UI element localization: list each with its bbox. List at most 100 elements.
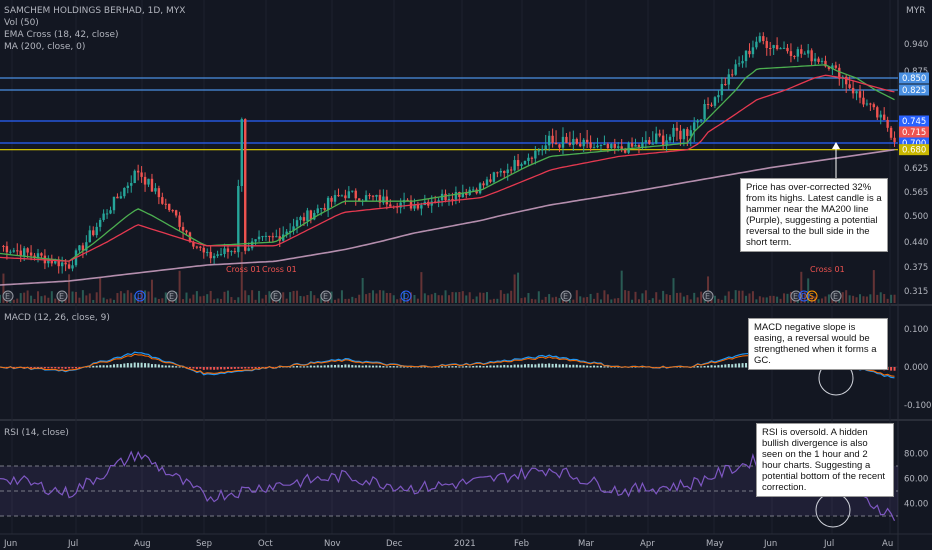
volume-bar [106,299,109,303]
candle-body [762,36,765,42]
candle-body [174,210,178,216]
macd-histogram-bar [441,366,444,368]
macd-histogram-bar [572,364,575,368]
macd-histogram-bar [292,366,295,368]
volume-bar [202,295,205,303]
candle-body [237,186,240,253]
macd-histogram-bar [43,367,46,369]
macd-histogram-bar [458,366,461,368]
macd-histogram-bar [551,363,554,368]
macd-histogram-bar [358,365,361,368]
volume-bar [365,294,368,303]
price-tick: 0.315 [904,287,928,297]
macd-histogram-bar [106,365,109,368]
indicator-vol[interactable]: Vol (50) [4,18,39,28]
volume-bar [347,298,350,303]
price-tag-bg [899,126,929,138]
volume-bar [527,293,530,303]
macd-histogram-bar [510,365,513,368]
volume-bar [603,290,606,303]
candle-body [420,205,423,209]
volume-bar [23,292,26,303]
volume-bar [209,290,212,303]
candle-body [371,195,375,197]
candle-body [886,119,889,128]
time-tick: Jun [763,539,777,549]
macd-histogram-bar [454,366,457,368]
candle-body [651,143,654,145]
volume-bar [444,290,447,303]
candle-body [378,194,382,203]
macd-histogram-bar [23,367,26,368]
macd-histogram-bar [375,365,378,368]
volume-bar [437,295,440,303]
candle-body [40,253,43,256]
candle-body [520,164,523,167]
volume-bar [613,298,616,303]
volume-bar [334,299,337,303]
candle-body [364,195,368,201]
candle-body [554,142,558,145]
macd-histogram-bar [330,364,333,368]
volume-bar [544,296,547,303]
annotation-arrowhead [832,142,840,149]
volume-bar [33,298,36,303]
volume-bar [420,272,423,303]
candle-body [793,55,796,57]
candle-body [568,142,572,145]
volume-bar [268,291,271,303]
volume-bar [95,292,98,303]
macd-title[interactable]: MACD (12, 26, close, 9) [4,313,110,323]
volume-bar [40,296,43,303]
macd-histogram-bar [492,365,495,368]
candle-body [154,188,157,192]
macd-histogram-bar [731,364,734,368]
price-tag-bg [899,84,929,96]
volume-bar [845,290,848,303]
macd-histogram-bar [403,366,406,368]
volume-bar [43,295,46,303]
candle-body [164,203,167,205]
volume-bar [755,299,758,303]
macd-annotation: MACD negative slope is easing, a reversa… [748,318,888,370]
volume-bar [869,294,872,303]
candle-body [534,150,537,159]
candle-body [523,160,527,165]
indicator-ema-cross[interactable]: EMA Cross (18, 42, close) [4,30,119,40]
candle-body [2,245,5,247]
macd-histogram-bar [40,367,43,368]
candle-body [585,139,589,143]
macd-histogram-bar [631,366,634,368]
candle-body [67,264,71,269]
candle-body [351,190,354,192]
candle-body [261,236,264,238]
macd-histogram-bar [489,365,492,368]
candle-body [675,127,679,131]
candle-body [185,230,188,233]
volume-bar [751,291,754,303]
indicator-ma200[interactable]: MA (200, close, 0) [4,42,86,52]
event-badge [400,290,412,302]
macd-histogram-bar [710,365,713,368]
candle-body [516,160,520,167]
macd-histogram-bar [613,366,616,368]
macd-histogram-bar [568,364,571,368]
volume-bar [226,290,229,303]
macd-histogram-bar [278,366,281,368]
candle-body [748,50,751,55]
volume-bar [313,295,316,303]
macd-histogram-bar [144,363,147,368]
macd-histogram-bar [209,367,212,370]
macd-histogram-bar [499,365,502,368]
candle-body [693,122,696,131]
volume-bar [441,295,444,303]
candle-body [599,145,603,147]
candle-body [257,236,261,240]
candle-body [454,192,458,200]
candle-body [551,135,554,143]
volume-bar [399,298,402,303]
macd-histogram-bar [140,362,143,368]
candle-body [862,97,865,105]
rsi-title[interactable]: RSI (14, close) [4,428,69,438]
